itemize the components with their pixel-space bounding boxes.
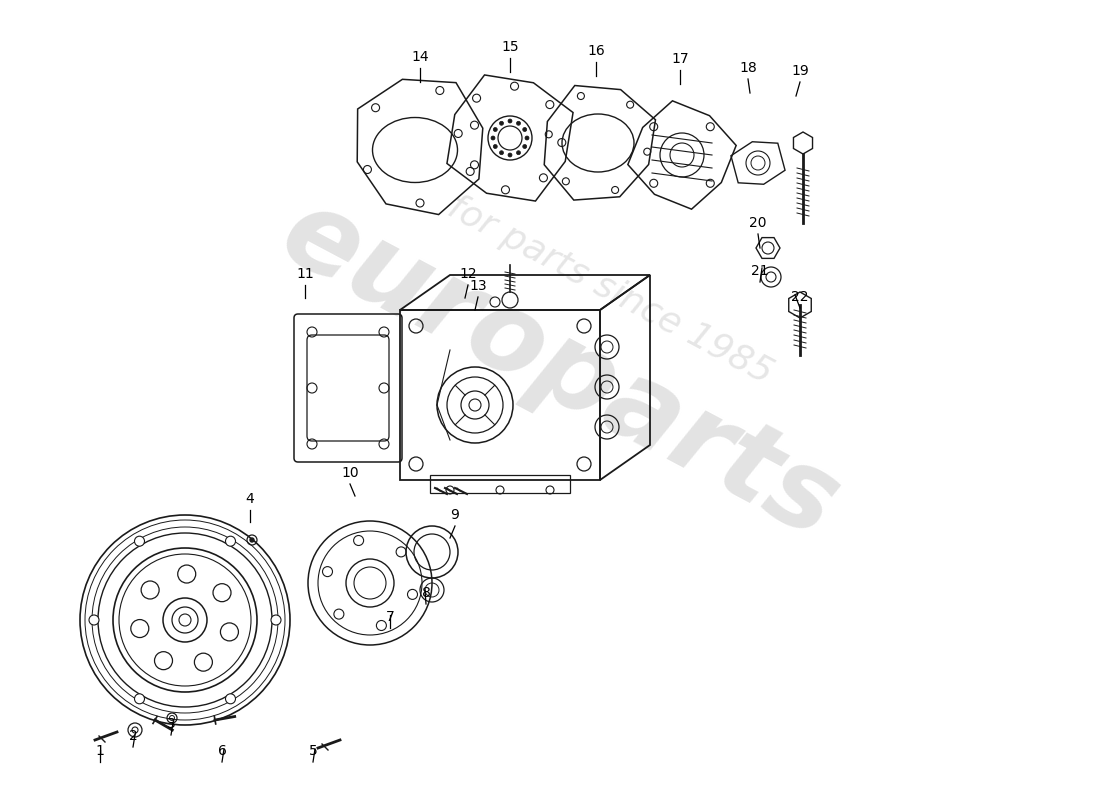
Text: 15: 15 [502,40,519,54]
Text: 1: 1 [96,744,104,758]
Text: 19: 19 [791,64,808,78]
Text: 8: 8 [421,586,430,600]
Text: 11: 11 [296,267,314,281]
Circle shape [134,694,144,704]
Circle shape [226,694,235,704]
Text: 17: 17 [671,52,689,66]
Text: 18: 18 [739,61,757,75]
Circle shape [508,119,512,123]
Circle shape [226,536,235,546]
Text: 10: 10 [341,466,359,480]
Circle shape [508,153,512,157]
Circle shape [134,536,144,546]
Text: 3: 3 [166,717,175,731]
Text: 2: 2 [129,729,138,743]
Circle shape [517,122,520,126]
Text: 4: 4 [245,492,254,506]
Circle shape [517,150,520,154]
Circle shape [499,122,504,126]
Circle shape [525,136,529,140]
Circle shape [522,127,527,131]
Text: 22: 22 [791,290,808,304]
Text: 20: 20 [749,216,767,230]
Circle shape [493,127,497,131]
Bar [430,475,570,493]
Text: 13: 13 [470,279,487,293]
Text: 12: 12 [459,267,476,281]
Text: 9: 9 [451,508,460,522]
Circle shape [522,145,527,149]
Text: 16: 16 [587,44,605,58]
Circle shape [89,615,99,625]
Circle shape [250,538,254,542]
Text: 14: 14 [411,50,429,64]
Text: 5: 5 [309,744,318,758]
Circle shape [491,136,495,140]
Text: europarts: europarts [264,178,856,562]
Text: for parts since 1985: for parts since 1985 [442,190,778,390]
Circle shape [499,150,504,154]
Circle shape [271,615,281,625]
Text: 21: 21 [751,264,769,278]
Circle shape [493,145,497,149]
Text: 6: 6 [218,744,227,758]
Text: 7: 7 [386,610,395,624]
